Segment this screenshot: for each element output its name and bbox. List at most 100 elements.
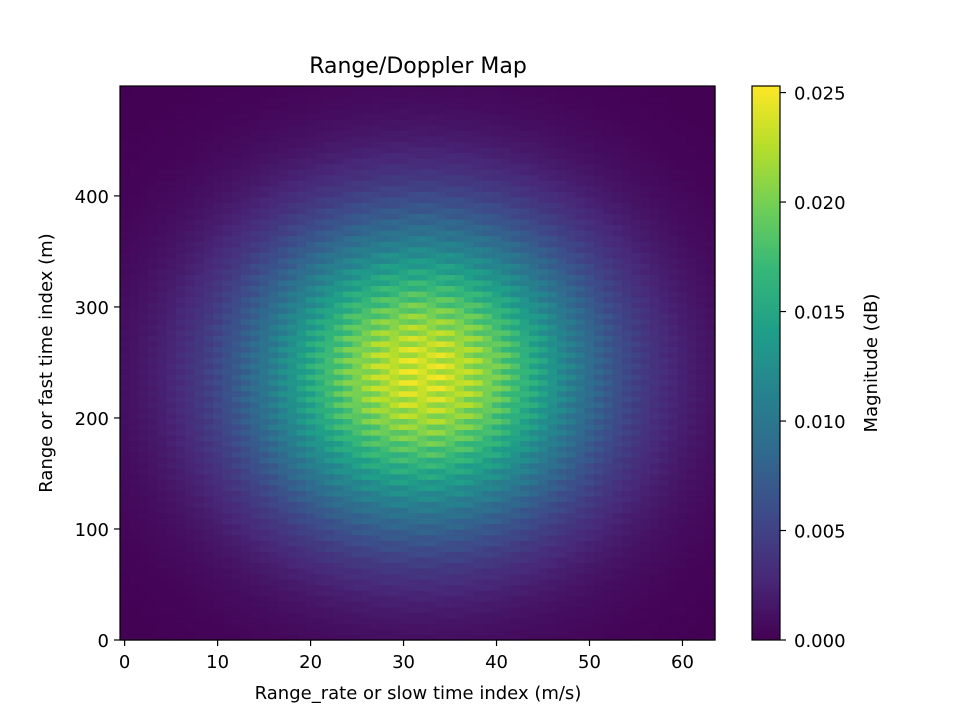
heatmap-cell	[640, 590, 651, 597]
heatmap-cell	[324, 567, 335, 575]
heatmap-cell	[278, 230, 288, 237]
heatmap-cell	[380, 457, 391, 464]
heatmap-cell	[417, 435, 428, 442]
heatmap-cell	[491, 540, 502, 547]
heatmap-cell	[696, 462, 707, 469]
heatmap-cell	[287, 612, 298, 619]
heatmap-cell	[659, 268, 670, 275]
heatmap-cell	[231, 241, 242, 248]
heatmap-cell	[594, 512, 605, 519]
heatmap-cell	[147, 335, 158, 342]
heatmap-cell	[157, 329, 168, 336]
heatmap-cell	[240, 495, 251, 503]
heatmap-cell	[445, 401, 456, 408]
heatmap-cell	[166, 579, 177, 586]
heatmap-cell	[687, 235, 698, 242]
heatmap-cell	[120, 224, 130, 231]
heatmap-cell	[250, 584, 261, 591]
heatmap-cell	[538, 518, 549, 525]
heatmap-cell	[584, 385, 595, 392]
heatmap-cell	[566, 279, 577, 287]
heatmap-cell	[389, 551, 400, 558]
heatmap-cell	[343, 357, 354, 364]
heatmap-cell	[473, 440, 484, 447]
heatmap-cell	[166, 534, 177, 541]
heatmap-cell	[556, 230, 567, 237]
heatmap-cell	[594, 418, 605, 425]
heatmap-cell	[371, 551, 381, 558]
heatmap-cell	[473, 534, 484, 541]
heatmap-cell	[305, 512, 316, 519]
heatmap-cell	[454, 435, 465, 442]
heatmap-cell	[575, 213, 586, 220]
heatmap-cell	[324, 412, 335, 419]
heatmap-cell	[138, 606, 149, 613]
heatmap-cell	[482, 473, 493, 480]
heatmap-cell	[640, 429, 651, 436]
heatmap-cell	[640, 279, 651, 287]
heatmap-cell	[315, 468, 326, 475]
heatmap-cell	[203, 313, 214, 320]
heatmap-cell	[212, 279, 223, 287]
heatmap-cell	[343, 374, 354, 381]
heatmap-cell	[287, 241, 298, 248]
heatmap-cell	[408, 595, 419, 602]
heatmap-cell	[129, 340, 140, 347]
heatmap-cell	[343, 368, 354, 375]
heatmap-cell	[120, 529, 130, 536]
heatmap-cell	[361, 385, 372, 392]
heatmap-cell	[538, 307, 549, 314]
heatmap-cell	[166, 351, 177, 359]
heatmap-cell	[120, 540, 130, 547]
heatmap-cell	[687, 628, 698, 636]
heatmap-cell	[463, 468, 474, 475]
heatmap-cell	[659, 346, 670, 353]
heatmap-cell	[519, 468, 530, 475]
heatmap-cell	[594, 213, 605, 220]
heatmap-cell	[622, 551, 632, 558]
heatmap-cell	[575, 257, 586, 264]
heatmap-cell	[640, 418, 651, 425]
heatmap-cell	[575, 523, 586, 530]
heatmap-cell	[473, 346, 484, 353]
heatmap-cell	[268, 335, 279, 342]
heatmap-cell	[631, 501, 642, 508]
heatmap-cell	[594, 318, 605, 325]
heatmap-cell	[463, 440, 474, 447]
heatmap-cell	[575, 368, 586, 375]
heatmap-cell	[240, 379, 251, 386]
heatmap-cell	[612, 218, 623, 226]
heatmap-cell	[315, 606, 326, 613]
heatmap-cell	[157, 484, 168, 492]
heatmap-cell	[222, 490, 233, 497]
heatmap-cell	[436, 462, 446, 469]
heatmap-cell	[640, 290, 651, 298]
heatmap-cell	[361, 412, 372, 419]
heatmap-cell	[352, 296, 363, 303]
heatmap-cell	[529, 390, 539, 397]
heatmap-cell	[677, 529, 688, 536]
heatmap-cell	[519, 268, 530, 275]
heatmap-cell	[436, 379, 446, 386]
heatmap-cell	[315, 340, 326, 347]
heatmap-cell	[417, 418, 428, 425]
heatmap-cell	[677, 213, 688, 220]
heatmap-cell	[594, 584, 605, 591]
heatmap-cell	[705, 368, 716, 375]
heatmap-cell	[185, 595, 195, 602]
heatmap-cell	[473, 246, 484, 253]
heatmap-cell	[222, 285, 233, 292]
heatmap-cell	[203, 495, 214, 503]
heatmap-cell	[603, 396, 614, 403]
heatmap-cell	[166, 340, 177, 347]
heatmap-cell	[166, 551, 177, 558]
heatmap-cell	[185, 268, 195, 275]
heatmap-cell	[203, 579, 214, 586]
heatmap-cell	[547, 562, 558, 569]
heatmap-cell	[138, 435, 149, 442]
heatmap-cell	[343, 595, 354, 602]
heatmap-cell	[547, 340, 558, 347]
heatmap-cell	[622, 518, 632, 525]
heatmap-cell	[361, 218, 372, 226]
heatmap-cell	[157, 241, 168, 248]
